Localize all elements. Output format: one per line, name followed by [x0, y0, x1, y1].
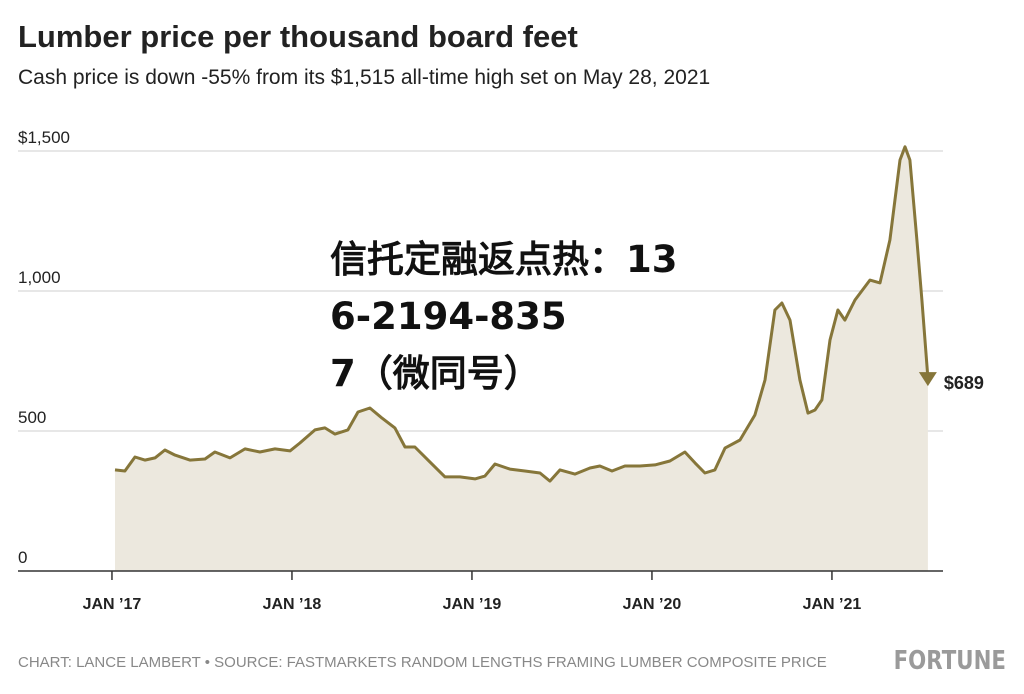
line — [114, 145, 930, 483]
end-arrow — [918, 372, 937, 387]
watermark-text: 6-2194-835 — [330, 295, 567, 338]
x-tick-label: JAN ’18 — [263, 596, 322, 613]
watermark-text: 信托定融返点热：13 — [330, 238, 678, 281]
chart-subtitle: Cash price is down -55% from its $1,515 … — [18, 66, 710, 89]
source-note: CHART: LANCE LAMBERT • SOURCE: FASTMARKE… — [18, 654, 827, 671]
y-tick-label: 1,000 — [18, 268, 61, 287]
y-tick-label: $1,500 — [18, 128, 70, 147]
end-value-label: $689 — [944, 373, 984, 393]
x-tick-label: JAN ’20 — [623, 596, 682, 613]
x-tick-label: JAN ’19 — [443, 596, 502, 613]
area — [115, 146, 928, 572]
x-tick-label: JAN ’17 — [83, 596, 142, 613]
y-tick-label: 500 — [18, 408, 46, 427]
y-tick-label: 0 — [18, 548, 27, 567]
watermark-text: 7（微同号） — [330, 352, 541, 395]
x-tick-label: JAN ’21 — [803, 596, 862, 613]
brand-logo: FORTUNE — [894, 645, 1006, 676]
chart-title: Lumber price per thousand board feet — [18, 19, 578, 54]
